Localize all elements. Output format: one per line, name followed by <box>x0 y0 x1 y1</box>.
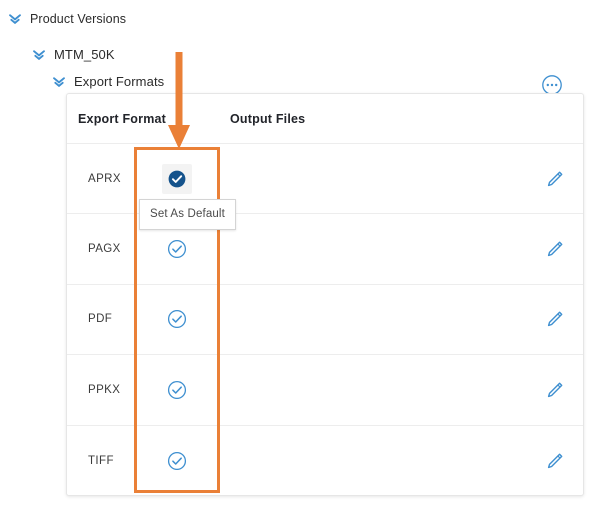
cell-export-format: APRX <box>88 172 121 185</box>
check-circle-outline-icon[interactable] <box>167 451 187 471</box>
double-chevron-down-icon[interactable] <box>52 75 66 89</box>
table-row[interactable]: APRX <box>67 144 583 215</box>
check-circle-outline-icon[interactable] <box>167 239 187 259</box>
tree-item-label: MTM_50K <box>54 47 115 62</box>
tree-item-export-formats[interactable]: Export Formats <box>52 74 164 89</box>
set-as-default-toggle[interactable] <box>162 234 192 264</box>
pencil-icon[interactable] <box>545 451 565 471</box>
pencil-icon[interactable] <box>545 169 565 189</box>
table-row[interactable]: PPKX <box>67 355 583 426</box>
export-formats-table: Export Format Output Files APRX PAG <box>66 93 584 496</box>
pencil-icon[interactable] <box>545 239 565 259</box>
tree-item-mtm-50k[interactable]: MTM_50K <box>32 47 115 62</box>
set-as-default-toggle[interactable] <box>162 375 192 405</box>
edit-row-button[interactable] <box>545 309 565 329</box>
check-circle-outline-icon[interactable] <box>167 309 187 329</box>
check-circle-outline-icon[interactable] <box>167 380 187 400</box>
set-as-default-tooltip: Set As Default <box>139 199 236 230</box>
set-as-default-toggle[interactable] <box>162 446 192 476</box>
cell-export-format: TIFF <box>88 454 114 467</box>
edit-row-button[interactable] <box>545 169 565 189</box>
edit-row-button[interactable] <box>545 451 565 471</box>
set-as-default-toggle[interactable] <box>162 304 192 334</box>
table-row[interactable]: TIFF <box>67 426 583 496</box>
edit-row-button[interactable] <box>545 239 565 259</box>
edit-row-button[interactable] <box>545 380 565 400</box>
pencil-icon[interactable] <box>545 380 565 400</box>
cell-export-format: PAGX <box>88 243 121 256</box>
column-header-output-files: Output Files <box>230 112 306 126</box>
column-header-export-format: Export Format <box>78 112 167 126</box>
cell-export-format: PDF <box>88 313 113 326</box>
tree-item-label: Product Versions <box>30 12 127 26</box>
double-chevron-down-icon[interactable] <box>32 48 46 62</box>
cell-export-format: PPKX <box>88 383 121 396</box>
check-circle-filled-icon[interactable] <box>167 169 187 189</box>
set-as-default-toggle[interactable] <box>162 163 192 194</box>
table-header-row: Export Format Output Files <box>67 94 583 144</box>
double-chevron-down-icon[interactable] <box>8 12 22 26</box>
table-row[interactable]: PDF <box>67 285 583 356</box>
pencil-icon[interactable] <box>545 309 565 329</box>
tree-item-product-versions[interactable]: Product Versions <box>8 12 126 26</box>
tree-item-label: Export Formats <box>74 74 165 89</box>
table-row[interactable]: PAGX <box>67 214 583 285</box>
